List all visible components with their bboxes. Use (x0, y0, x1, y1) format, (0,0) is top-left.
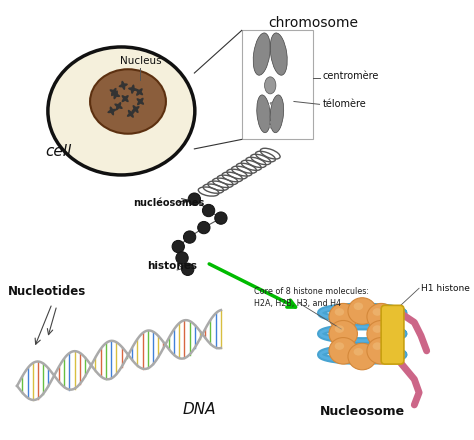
Ellipse shape (335, 308, 344, 316)
Ellipse shape (128, 87, 137, 91)
Bar (242, 30, 313, 139)
Ellipse shape (128, 110, 134, 118)
Ellipse shape (348, 343, 376, 370)
Text: Nucleosome: Nucleosome (319, 405, 405, 418)
Ellipse shape (109, 89, 118, 95)
Circle shape (272, 115, 274, 118)
Circle shape (215, 212, 227, 224)
Ellipse shape (373, 325, 382, 333)
Circle shape (182, 263, 194, 275)
Ellipse shape (354, 302, 363, 310)
Ellipse shape (122, 95, 129, 102)
Circle shape (270, 121, 273, 124)
Ellipse shape (335, 342, 344, 350)
Ellipse shape (136, 89, 143, 95)
Circle shape (176, 252, 188, 264)
Ellipse shape (114, 103, 123, 109)
Ellipse shape (270, 33, 287, 75)
Ellipse shape (367, 337, 395, 364)
Text: H1 histone: H1 histone (421, 284, 470, 293)
Ellipse shape (48, 47, 195, 175)
Ellipse shape (257, 95, 270, 133)
Ellipse shape (116, 102, 121, 110)
Ellipse shape (329, 337, 357, 364)
Ellipse shape (109, 106, 114, 115)
Ellipse shape (329, 320, 357, 347)
Ellipse shape (367, 320, 395, 347)
Text: centromère: centromère (322, 71, 379, 81)
Text: chromosome: chromosome (268, 16, 358, 30)
Text: télomère: télomère (322, 99, 366, 109)
Ellipse shape (348, 298, 376, 324)
Ellipse shape (253, 33, 270, 75)
Circle shape (266, 106, 269, 110)
Ellipse shape (90, 69, 166, 134)
Ellipse shape (111, 92, 120, 97)
Ellipse shape (367, 304, 395, 330)
Ellipse shape (118, 83, 128, 88)
Ellipse shape (127, 111, 135, 117)
Ellipse shape (264, 77, 276, 94)
Ellipse shape (137, 98, 144, 105)
Text: Nucleotides: Nucleotides (8, 285, 86, 297)
Circle shape (172, 240, 184, 253)
Text: cell: cell (46, 144, 72, 159)
Ellipse shape (108, 109, 117, 113)
Text: Core of 8 histone molecules:
H2A, H2B, H3, and H4: Core of 8 histone molecules: H2A, H2B, H… (254, 287, 369, 308)
Text: DNA: DNA (182, 402, 216, 417)
Ellipse shape (373, 342, 382, 350)
Circle shape (183, 231, 196, 243)
FancyBboxPatch shape (381, 305, 404, 364)
Circle shape (188, 193, 201, 205)
Ellipse shape (335, 325, 344, 333)
Ellipse shape (132, 106, 139, 112)
Ellipse shape (133, 105, 138, 113)
Circle shape (267, 105, 270, 108)
Circle shape (270, 102, 273, 105)
Circle shape (202, 204, 215, 216)
Text: Nucleus: Nucleus (119, 56, 161, 66)
Text: histones: histones (147, 260, 197, 271)
Ellipse shape (121, 81, 125, 90)
Ellipse shape (111, 88, 117, 96)
Ellipse shape (136, 88, 143, 96)
Circle shape (269, 125, 272, 128)
Circle shape (269, 126, 272, 128)
Ellipse shape (113, 90, 118, 99)
Circle shape (198, 221, 210, 234)
Ellipse shape (270, 95, 283, 133)
Ellipse shape (122, 95, 129, 102)
Circle shape (272, 115, 274, 118)
Ellipse shape (329, 304, 357, 330)
Ellipse shape (131, 84, 135, 94)
Circle shape (271, 122, 273, 125)
Circle shape (273, 104, 275, 106)
Ellipse shape (137, 98, 144, 105)
Ellipse shape (373, 308, 382, 316)
Text: nucléosomes: nucléosomes (133, 198, 204, 208)
Ellipse shape (354, 348, 363, 356)
